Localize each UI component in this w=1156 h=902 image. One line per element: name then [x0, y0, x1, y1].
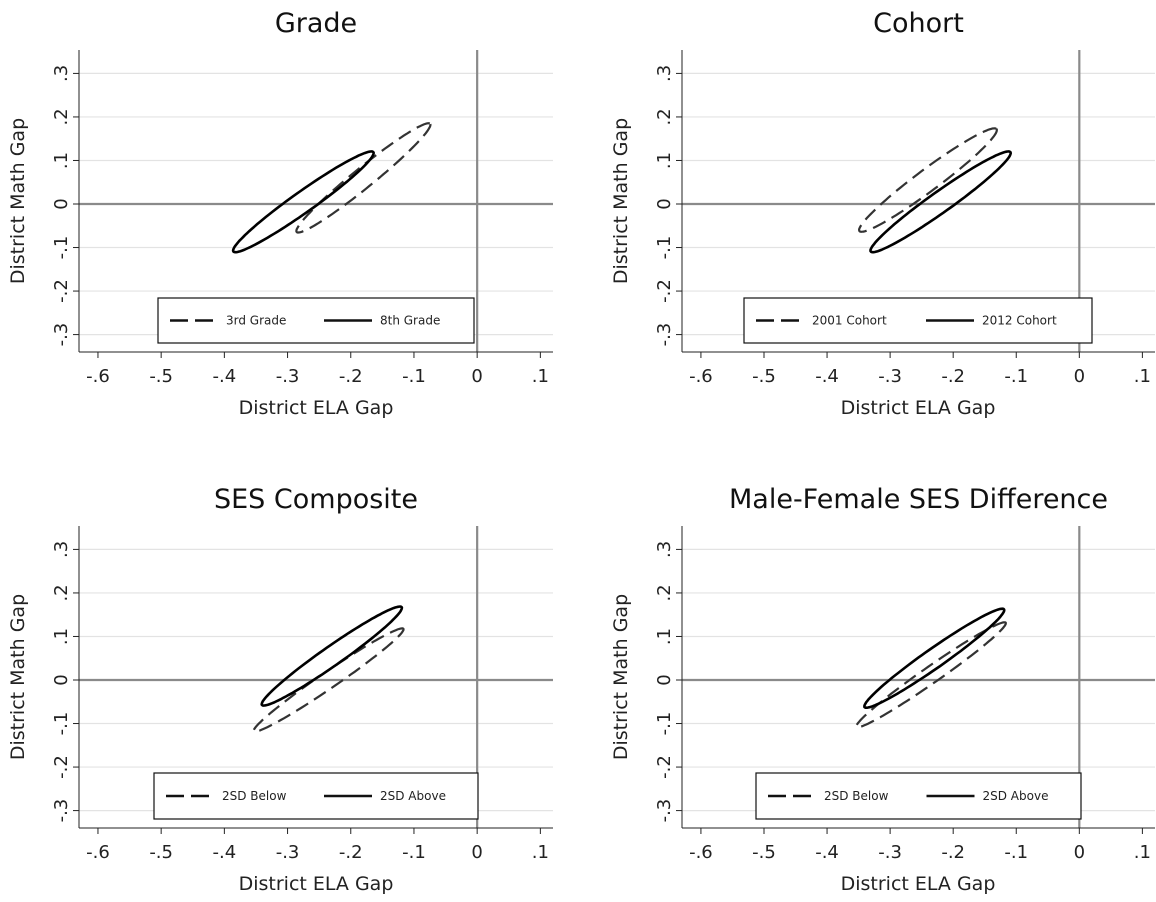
y-tick-label: 0 [51, 198, 72, 209]
y-tick-label: .3 [654, 65, 675, 82]
y-axis-title: District Math Gap [7, 594, 29, 760]
series-ellipse-1 [295, 122, 432, 234]
y-tick-label: -.1 [51, 236, 72, 260]
legend-label: 8th Grade [380, 314, 440, 328]
series-ellipse-1 [252, 627, 405, 733]
y-tick-label: -.2 [51, 755, 72, 779]
y-tick-label: -.2 [51, 279, 72, 303]
x-tick-label: -.3 [276, 366, 300, 387]
y-tick-label: .2 [51, 584, 72, 601]
legend: 2001 Cohort 2012 Cohort [743, 297, 1093, 344]
panel-2: -.6 -.5 -.4 -.3 -.2 -.1 0 .1 -.3 -.2 -.1 0 .1 .2 .3 Coh… [610, 8, 1155, 419]
legend-label: 2SD Below [824, 789, 889, 803]
x-tick-label: 0 [1074, 366, 1085, 387]
x-tick-label: -.6 [86, 366, 110, 387]
y-tick-label: .3 [51, 541, 72, 558]
x-tick-label: -.6 [86, 842, 110, 863]
x-tick-label: -.2 [339, 842, 363, 863]
panel-title: Grade [275, 8, 357, 39]
x-tick-label: -.5 [752, 366, 776, 387]
x-tick-label: -.3 [878, 842, 902, 863]
x-tick-label: -.3 [276, 842, 300, 863]
x-tick-label: -.1 [1004, 842, 1028, 863]
y-tick-label: -.2 [654, 279, 675, 303]
x-tick-label: -.4 [213, 842, 237, 863]
legend-label: 2SD Below [222, 789, 287, 803]
x-axis-title: District ELA Gap [841, 397, 996, 419]
y-axis-title: District Math Gap [610, 594, 632, 760]
x-tick-label: .1 [532, 842, 549, 863]
x-tick-label: -.1 [402, 842, 426, 863]
panel-title: Male-Female SES Difference [729, 484, 1108, 515]
series-ellipse-2 [863, 607, 1006, 709]
legend: 2SD Below 2SD Above [153, 772, 479, 820]
y-tick-label: .1 [51, 628, 72, 645]
panel-3: -.6 -.5 -.4 -.3 -.2 -.1 0 .1 -.3 -.2 -.1 0 .1 .2 .3 SES… [7, 484, 553, 895]
x-tick-label: -.4 [815, 842, 839, 863]
y-tick-label: .2 [51, 108, 72, 125]
legend-label: 3rd Grade [226, 314, 286, 328]
legend-box [743, 297, 1093, 344]
series-ellipse-2 [231, 150, 375, 254]
y-tick-label: -.3 [654, 323, 675, 347]
panel-title: SES Composite [214, 484, 418, 515]
x-tick-label: -.5 [149, 842, 173, 863]
y-tick-label: -.3 [51, 323, 72, 347]
y-tick-label: -.1 [654, 236, 675, 260]
y-tick-label: .2 [654, 108, 675, 125]
y-tick-label: .1 [654, 152, 675, 169]
panel-1: -.6 -.5 -.4 -.3 -.2 -.1 0 .1 -.3 -.2 -.1 0 .1 .2 .3 Gra… [7, 8, 553, 419]
x-tick-label: -.2 [339, 366, 363, 387]
y-axis-title: District Math Gap [610, 118, 632, 284]
legend-label: 2SD Above [983, 789, 1049, 803]
x-tick-label: .1 [1134, 366, 1151, 387]
x-axis-title: District ELA Gap [239, 873, 394, 895]
y-tick-label: 0 [654, 674, 675, 685]
y-tick-label: .3 [654, 541, 675, 558]
series-ellipse-1 [855, 621, 1007, 729]
y-tick-label: .3 [51, 65, 72, 82]
x-tick-label: -.5 [752, 842, 776, 863]
legend-label: 2012 Cohort [982, 314, 1057, 328]
y-tick-label: 0 [51, 674, 72, 685]
x-tick-label: -.2 [941, 842, 965, 863]
y-tick-label: 0 [654, 198, 675, 209]
x-tick-label: 0 [471, 842, 482, 863]
y-tick-label: -.3 [51, 799, 72, 823]
panel-title: Cohort [873, 8, 964, 39]
legend: 3rd Grade 8th Grade [157, 297, 475, 344]
y-tick-label: .1 [654, 628, 675, 645]
y-tick-label: -.1 [654, 712, 675, 736]
x-tick-label: 0 [1074, 842, 1085, 863]
y-tick-label: -.2 [654, 755, 675, 779]
x-tick-label: 0 [471, 366, 482, 387]
legend-label: 2SD Above [380, 789, 446, 803]
x-tick-label: .1 [532, 366, 549, 387]
x-tick-label: -.6 [689, 366, 713, 387]
x-tick-label: -.1 [1004, 366, 1028, 387]
x-tick-label: -.1 [402, 366, 426, 387]
y-tick-label: .2 [654, 584, 675, 601]
series-ellipse-2 [260, 605, 404, 707]
x-axis-title: District ELA Gap [841, 873, 996, 895]
x-tick-label: -.4 [815, 366, 839, 387]
series-ellipse-2 [869, 150, 1013, 254]
y-tick-label: .1 [51, 152, 72, 169]
x-tick-label: -.2 [941, 366, 965, 387]
x-tick-label: -.3 [878, 366, 902, 387]
series-ellipse-1 [857, 127, 998, 233]
y-tick-label: -.3 [654, 799, 675, 823]
x-tick-label: -.4 [213, 366, 237, 387]
x-tick-label: -.5 [149, 366, 173, 387]
legend: 2SD Below 2SD Above [755, 772, 1082, 820]
x-tick-label: -.6 [689, 842, 713, 863]
panel-4: -.6 -.5 -.4 -.3 -.2 -.1 0 .1 -.3 -.2 -.1 0 .1 .2 .3 Mal… [610, 484, 1155, 895]
y-axis-title: District Math Gap [7, 118, 29, 284]
x-tick-label: .1 [1134, 842, 1151, 863]
x-axis-title: District ELA Gap [239, 397, 394, 419]
y-tick-label: -.1 [51, 712, 72, 736]
legend-label: 2001 Cohort [812, 314, 887, 328]
